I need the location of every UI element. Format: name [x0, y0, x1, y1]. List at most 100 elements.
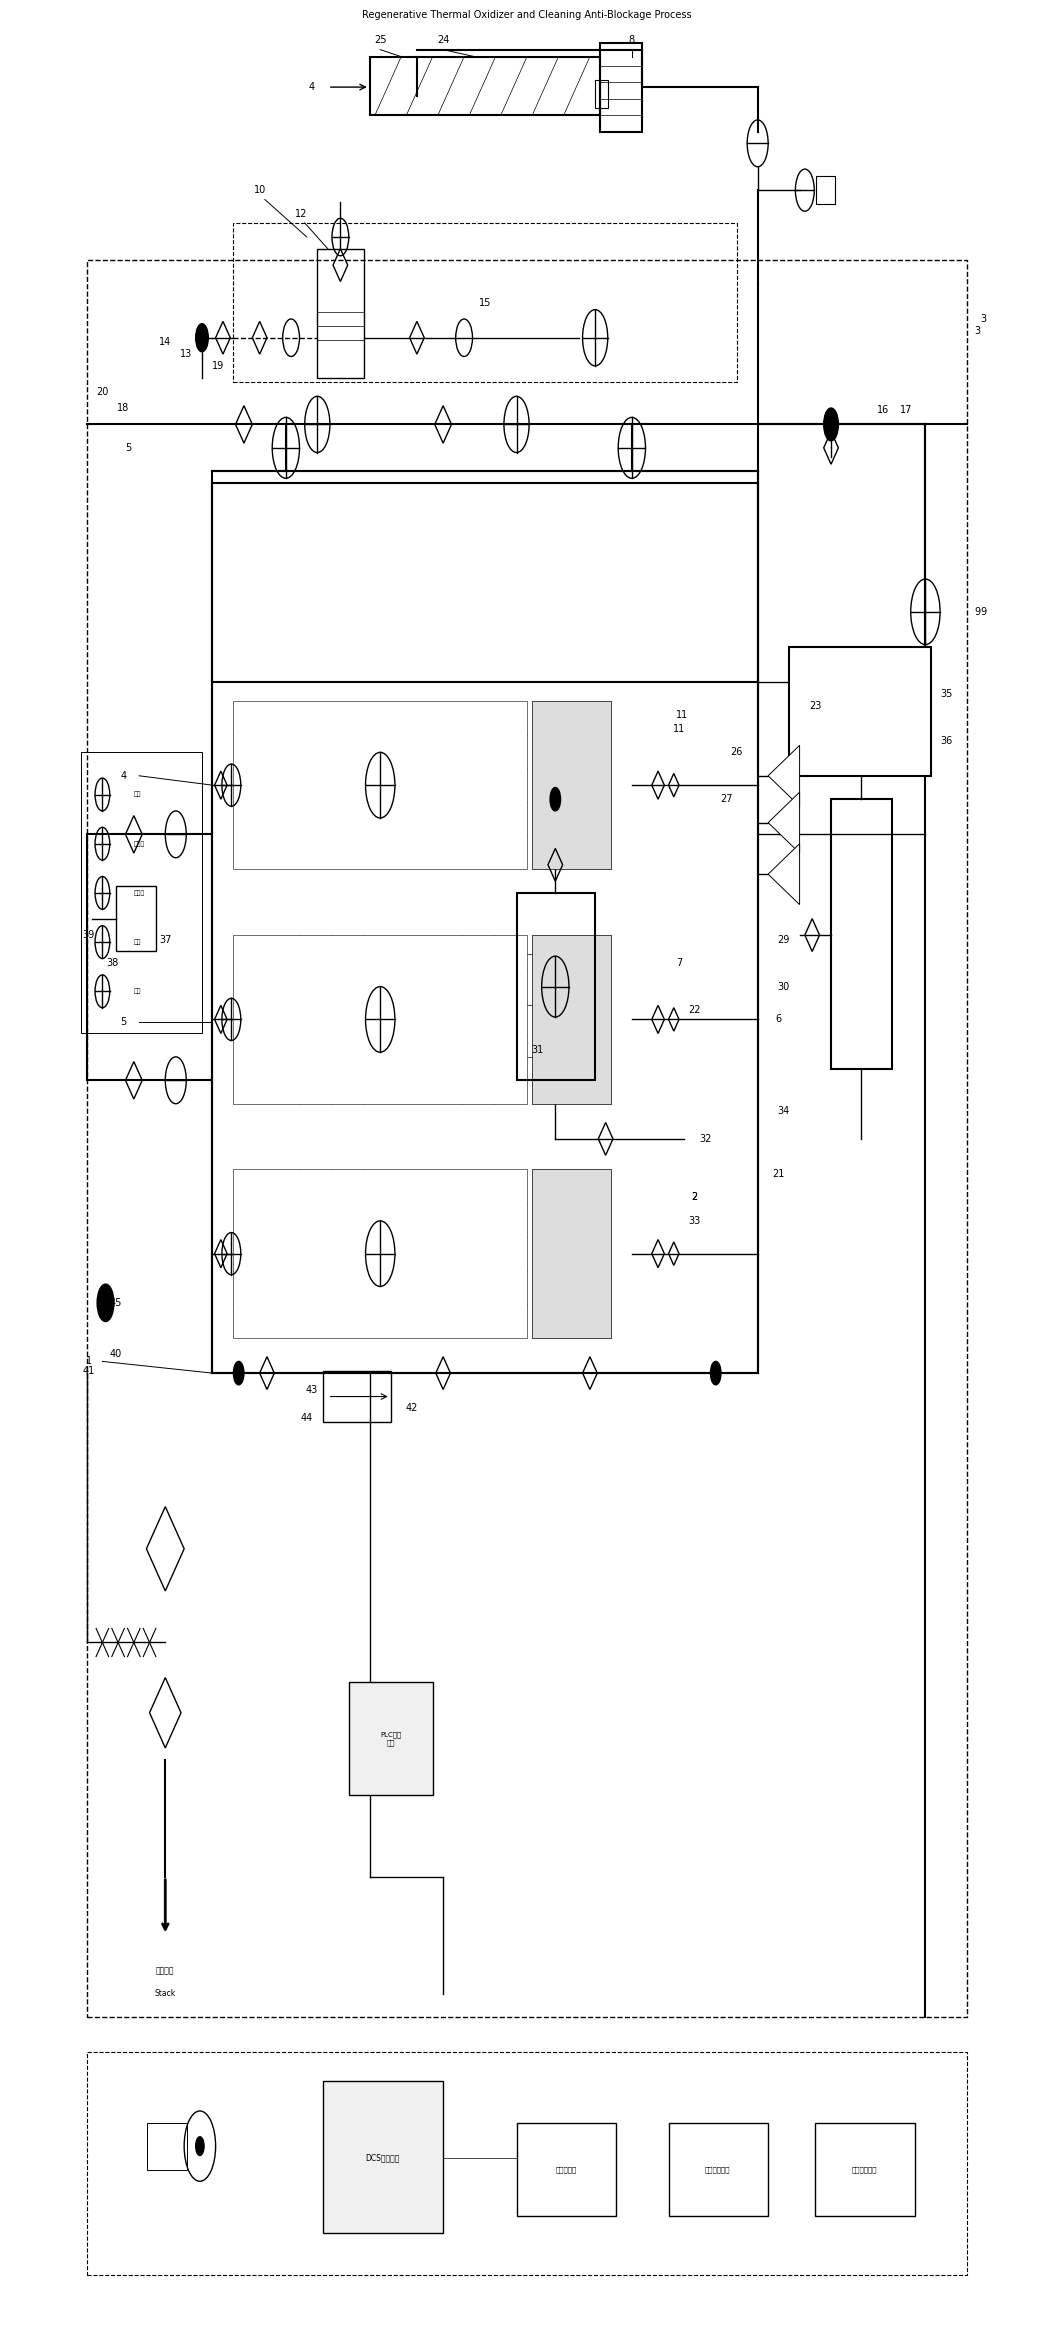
Text: 41: 41 — [82, 1367, 95, 1376]
Text: 闸阀: 闸阀 — [134, 989, 141, 993]
Text: 5: 5 — [125, 444, 132, 453]
Text: 40: 40 — [110, 1350, 122, 1359]
Text: 37: 37 — [159, 935, 172, 944]
Text: 2: 2 — [691, 1193, 698, 1202]
Text: 9: 9 — [980, 606, 987, 618]
Text: 21: 21 — [773, 1169, 785, 1179]
Polygon shape — [768, 791, 800, 852]
Text: 16: 16 — [877, 406, 890, 416]
Text: 22: 22 — [688, 1005, 701, 1014]
Text: PLC控制
系统: PLC控制 系统 — [380, 1730, 402, 1745]
Bar — [532, 700, 611, 869]
Circle shape — [710, 1362, 721, 1385]
Bar — [213, 472, 758, 681]
Text: 45: 45 — [110, 1298, 122, 1308]
Text: 止回阀: 止回阀 — [134, 890, 145, 895]
Text: 4: 4 — [309, 82, 315, 92]
Text: 44: 44 — [300, 1413, 313, 1423]
Bar — [516, 2123, 617, 2217]
Bar — [816, 2123, 915, 2217]
Bar — [532, 1169, 611, 1338]
Circle shape — [196, 324, 209, 352]
Polygon shape — [768, 744, 800, 805]
Bar — [148, 2123, 188, 2170]
Text: 8: 8 — [629, 35, 635, 45]
Bar — [789, 648, 931, 775]
Text: 42: 42 — [406, 1404, 417, 1413]
Text: 28: 28 — [778, 876, 790, 885]
Bar — [323, 1371, 391, 1423]
Text: 9: 9 — [975, 606, 981, 618]
Text: Regenerative Thermal Oxidizer and Cleaning Anti-Blockage Process: Regenerative Thermal Oxidizer and Cleani… — [363, 9, 691, 19]
Text: 11: 11 — [676, 709, 688, 721]
Text: 截止阀: 截止阀 — [134, 841, 145, 848]
Circle shape — [196, 2137, 204, 2155]
Bar — [323, 2080, 443, 2233]
Text: 32: 32 — [699, 1134, 711, 1143]
Text: 18: 18 — [117, 404, 130, 413]
Bar — [233, 935, 527, 1104]
Bar — [213, 484, 758, 1374]
Text: 6: 6 — [776, 1014, 782, 1024]
Text: 36: 36 — [940, 735, 953, 747]
Text: 27: 27 — [720, 794, 733, 805]
Text: 压缩空气供给: 压缩空气供给 — [705, 2167, 730, 2172]
Text: 2: 2 — [691, 1193, 698, 1202]
Text: 39: 39 — [82, 930, 95, 939]
Circle shape — [550, 787, 561, 810]
Text: 天然气供气: 天然气供气 — [555, 2167, 577, 2172]
Bar — [233, 1169, 527, 1338]
Text: 7: 7 — [676, 958, 682, 967]
Text: 38: 38 — [106, 958, 119, 967]
Text: 12: 12 — [295, 209, 308, 218]
Circle shape — [824, 409, 838, 441]
Text: 23: 23 — [804, 723, 816, 735]
Text: 蝶阀: 蝶阀 — [134, 791, 141, 798]
Circle shape — [97, 1284, 114, 1322]
Text: 球阀: 球阀 — [134, 939, 141, 944]
Text: 10: 10 — [254, 185, 266, 195]
Text: 废气排放: 废气排放 — [156, 1965, 175, 1975]
Bar — [233, 700, 527, 869]
Bar — [370, 56, 601, 115]
Text: 35: 35 — [940, 688, 953, 700]
Bar — [601, 42, 642, 131]
Text: 14: 14 — [159, 338, 172, 348]
Text: 1: 1 — [85, 1357, 92, 1367]
Bar — [81, 751, 202, 1033]
Text: 3: 3 — [975, 326, 981, 336]
Text: DCS控制系统: DCS控制系统 — [365, 2153, 399, 2163]
Text: 4: 4 — [120, 770, 126, 782]
Text: 15: 15 — [479, 298, 491, 308]
Text: 19: 19 — [212, 362, 223, 371]
Bar — [668, 2123, 768, 2217]
Bar — [116, 885, 156, 951]
Text: 13: 13 — [180, 350, 193, 359]
Text: 11: 11 — [672, 723, 685, 735]
Text: 仪表控制程序: 仪表控制程序 — [852, 2167, 877, 2172]
Text: 29: 29 — [778, 935, 790, 944]
Text: 30: 30 — [778, 981, 790, 991]
Bar — [817, 176, 835, 204]
Text: 43: 43 — [306, 1385, 318, 1395]
Text: 26: 26 — [730, 747, 743, 758]
Text: 34: 34 — [778, 1106, 790, 1115]
Bar — [831, 798, 892, 1068]
Text: 31: 31 — [531, 1045, 544, 1054]
Bar — [317, 249, 365, 378]
Polygon shape — [768, 843, 800, 904]
Bar — [596, 80, 608, 108]
Text: 33: 33 — [688, 1216, 701, 1226]
Text: Stack: Stack — [155, 1989, 176, 1998]
Bar — [532, 935, 611, 1104]
Circle shape — [233, 1362, 243, 1385]
Bar — [349, 1681, 432, 1794]
Text: 17: 17 — [900, 406, 913, 416]
Bar — [516, 892, 596, 1080]
Text: 20: 20 — [96, 387, 109, 397]
Text: 5: 5 — [120, 1017, 126, 1026]
Text: 23: 23 — [809, 700, 821, 711]
Text: 3: 3 — [980, 315, 987, 324]
Text: 25: 25 — [374, 35, 387, 45]
Text: 24: 24 — [437, 35, 449, 45]
